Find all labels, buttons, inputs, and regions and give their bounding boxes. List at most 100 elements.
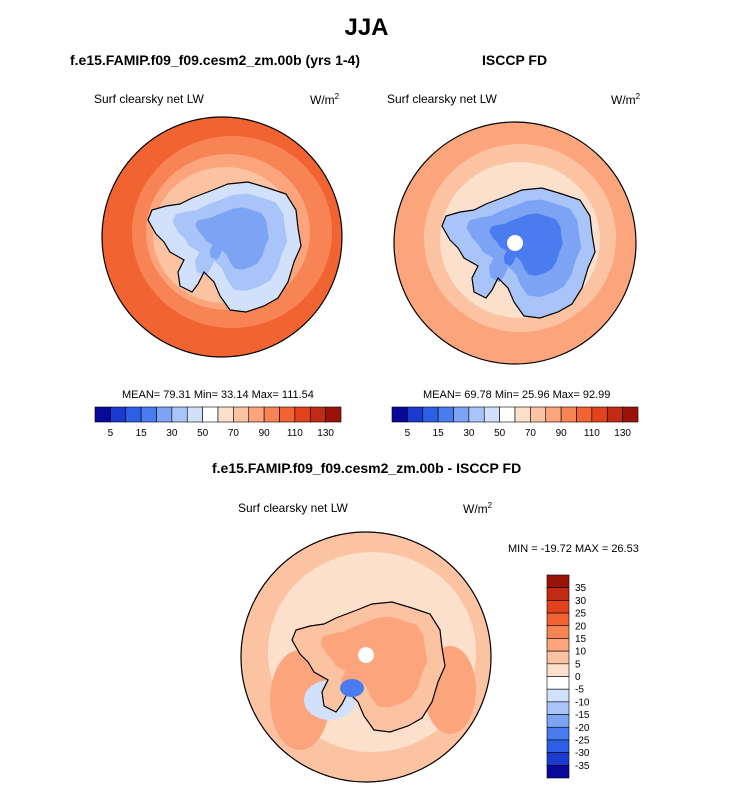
obs-colorbar-tick-label: 50 [494, 428, 506, 439]
diff-colorbar-swatch [546, 638, 570, 652]
obs-map [394, 122, 636, 364]
diff-colorbar-swatch [546, 688, 570, 703]
diff-colorbar-tick-label: -5 [575, 685, 584, 696]
model-colorbar-swatch [279, 406, 296, 423]
obs-colorbar-swatch [576, 406, 593, 423]
diff-colorbar-swatch [546, 587, 570, 601]
diff-colorbar-swatch [546, 574, 570, 588]
diff-colorbar-tick-label: 20 [575, 621, 587, 632]
model-colorbar-tick-label: 110 [287, 428, 303, 439]
diff-colorbar-tick-label: 35 [575, 583, 587, 594]
diff-colorbar-swatch [546, 739, 570, 753]
diff-stats-text: MIN = -19.72 MAX = 26.53 [508, 543, 639, 555]
model-colorbar-tick-label: 15 [136, 428, 148, 439]
obs-colorbar-swatch [499, 406, 516, 423]
model-units-label: W/m2 [310, 92, 340, 107]
diff-colorbar-tick-label: -10 [575, 697, 590, 708]
obs-colorbar-swatch [606, 406, 623, 423]
diff-units-label: W/m2 [463, 501, 493, 516]
model-colorbar-swatch [202, 406, 219, 423]
obs-colorbar: 5 15 30 50 70 90 110 130 [391, 406, 639, 439]
obs-colorbar-tick-label: 30 [463, 428, 475, 439]
model-colorbar-swatch [125, 406, 142, 423]
diff-colorbar-tick-label: -20 [575, 723, 590, 734]
obs-colorbar-swatch [514, 406, 531, 423]
model-colorbar-swatch [233, 406, 250, 423]
diff-colorbar-swatch [546, 726, 570, 741]
obs-colorbar-swatch [560, 406, 577, 423]
diff-colorbar-swatch [546, 663, 570, 677]
model-variable-label: Surf clearsky net LW [94, 92, 204, 106]
model-colorbar-swatch [248, 406, 265, 423]
diff-colorbar-tick-label: 25 [575, 609, 587, 620]
obs-colorbar-swatch [453, 406, 470, 423]
obs-panel-title: ISCCP FD [482, 52, 548, 68]
diff-colorbar-swatch [546, 625, 570, 639]
diff-map-border [240, 531, 492, 783]
obs-colorbar-swatch [422, 406, 439, 423]
model-colorbar-swatch [294, 406, 311, 423]
diff-colorbar-tick-label: 15 [575, 634, 587, 645]
obs-colorbar-tick-label: 90 [556, 428, 568, 439]
diff-colorbar-tick-label: 10 [575, 647, 587, 658]
model-colorbar-tick-label: 130 [317, 428, 334, 439]
model-colorbar-swatch [110, 406, 127, 423]
diff-colorbar-swatch [546, 600, 570, 614]
diff-colorbar-swatch [546, 650, 570, 665]
obs-colorbar-swatch [407, 406, 424, 423]
diff-ross-negative-anomaly [340, 679, 364, 697]
obs-pole-hole [507, 235, 523, 251]
model-colorbar-tick-label: 30 [166, 428, 178, 439]
obs-colorbar-tick-label: 5 [405, 428, 411, 439]
model-colorbar-swatch [94, 406, 111, 423]
model-colorbar-swatch [217, 406, 234, 423]
model-colorbar: 5 15 30 50 70 90 110 130 [94, 406, 342, 439]
model-colorbar-swatch [156, 406, 173, 423]
obs-colorbar-swatch [437, 406, 454, 423]
diff-colorbar-tick-label: -30 [575, 748, 590, 759]
diff-colorbar-tick-label: 30 [575, 596, 587, 607]
model-map-border [101, 116, 343, 358]
model-colorbar-swatch [140, 406, 157, 423]
obs-colorbar-tick-label: 70 [525, 428, 537, 439]
diff-colorbar-swatch [546, 765, 570, 779]
model-colorbar-swatch [263, 406, 280, 423]
figure-title: JJA [344, 14, 389, 41]
model-panel-title: f.e15.FAMIP.f09_f09.cesm2_zm.00b (yrs 1-… [70, 52, 361, 68]
obs-variable-label: Surf clearsky net LW [387, 92, 497, 106]
model-stats-text: MEAN= 79.31 Min= 33.14 Max= 111.54 [122, 389, 314, 401]
diff-colorbar-swatch [546, 701, 570, 715]
diff-warm-sector-west [270, 650, 330, 750]
model-map [102, 117, 342, 357]
obs-colorbar-tick-label: 130 [614, 428, 631, 439]
model-colorbar-swatch [186, 406, 203, 423]
diff-pole-hole [358, 647, 374, 663]
diff-colorbar-swatch [546, 714, 570, 728]
model-colorbar-tick-label: 5 [108, 428, 114, 439]
model-colorbar-tick-label: 70 [228, 428, 240, 439]
model-colorbar-swatch [309, 406, 326, 423]
obs-colorbar-swatch [483, 406, 500, 423]
model-colorbar-swatch [171, 406, 188, 423]
diff-map [241, 532, 491, 782]
diff-colorbar-tick-label: 0 [575, 672, 581, 683]
obs-colorbar-tick-label: 110 [584, 428, 600, 439]
diff-colorbar-swatch [546, 676, 570, 690]
obs-colorbar-swatch [591, 406, 608, 423]
obs-colorbar-swatch [530, 406, 547, 423]
obs-units-label: W/m2 [611, 92, 641, 107]
diff-colorbar-swatch [546, 752, 570, 766]
diff-variable-label: Surf clearsky net LW [238, 501, 348, 515]
diff-colorbar-tick-label: 5 [575, 659, 581, 670]
diff-colorbar-tick-label: -15 [575, 710, 590, 721]
obs-colorbar-swatch [545, 406, 562, 423]
diff-colorbar-swatch [546, 612, 570, 627]
obs-stats-text: MEAN= 69.78 Min= 25.96 Max= 92.99 [423, 389, 611, 401]
model-colorbar-tick-label: 90 [259, 428, 271, 439]
obs-colorbar-tick-label: 15 [433, 428, 445, 439]
model-colorbar-tick-label: 50 [197, 428, 209, 439]
obs-colorbar-swatch [622, 406, 639, 423]
obs-map-border [393, 121, 637, 365]
diff-colorbar-tick-label: -25 [575, 735, 590, 746]
